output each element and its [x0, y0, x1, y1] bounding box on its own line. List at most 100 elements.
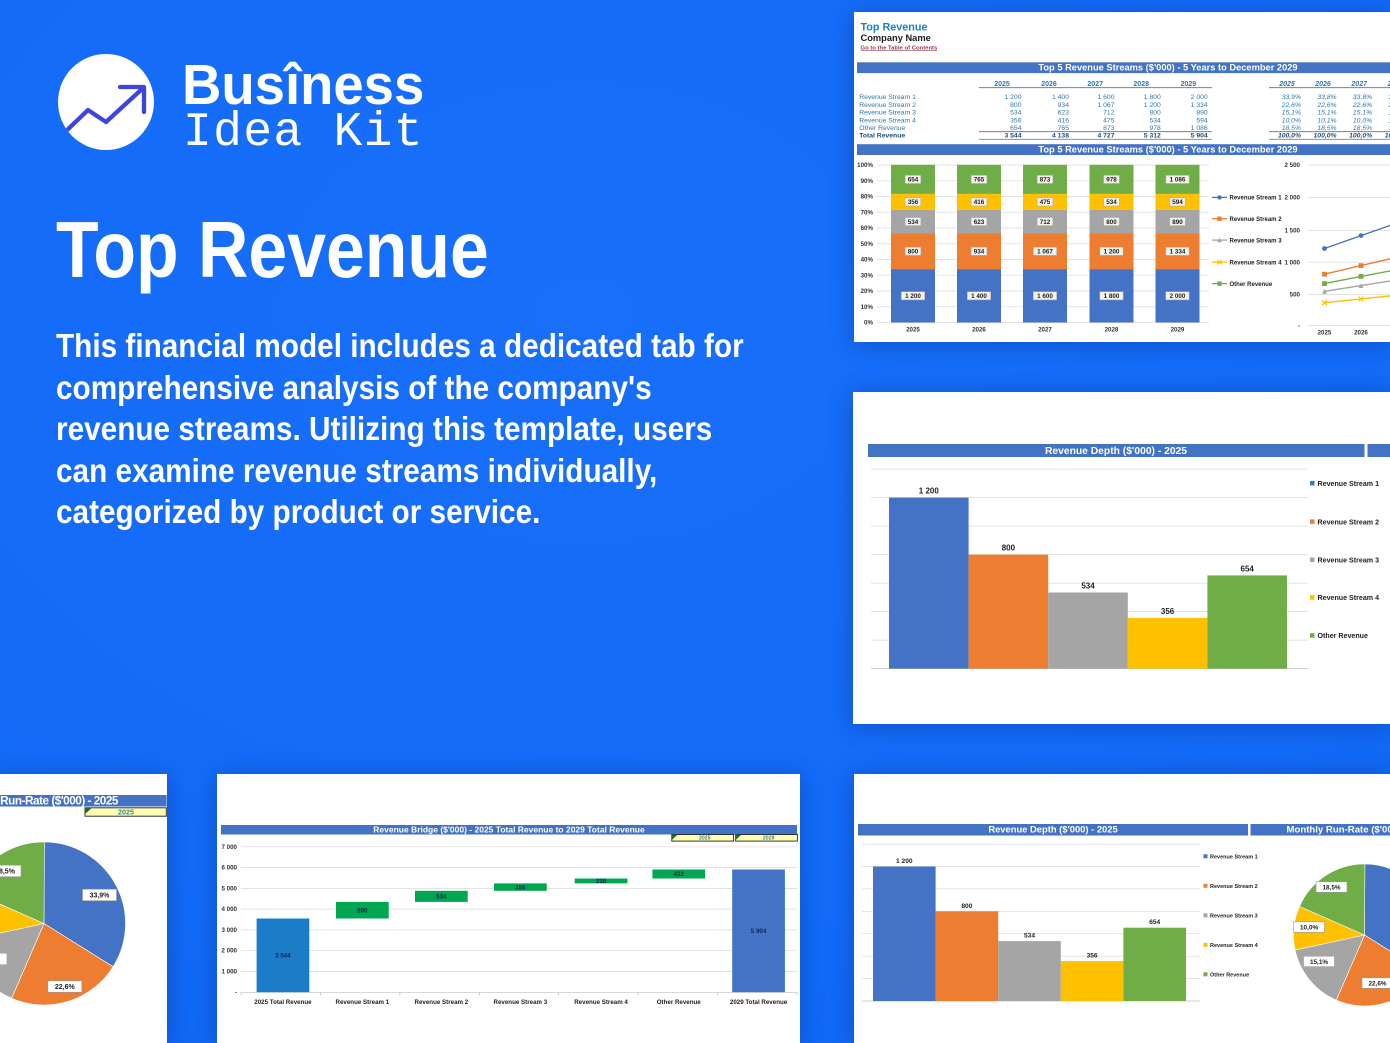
svg-text:Go to the Table of Contents: Go to the Table of Contents — [861, 45, 939, 51]
svg-text:Revenue Stream 4: Revenue Stream 4 — [859, 118, 916, 125]
svg-text:2026: 2026 — [972, 327, 986, 334]
svg-text:Revenue Stream 1: Revenue Stream 1 — [336, 999, 390, 1006]
svg-text:Revenue Stream 2: Revenue Stream 2 — [415, 999, 469, 1006]
svg-text:594: 594 — [1196, 118, 1208, 125]
svg-text:Revenue Stream 3: Revenue Stream 3 — [859, 110, 916, 117]
svg-text:15,1%: 15,1% — [1317, 110, 1336, 117]
svg-text:356: 356 — [1087, 953, 1098, 960]
svg-text:50%: 50% — [861, 241, 874, 248]
svg-text:1 200: 1 200 — [1104, 249, 1120, 256]
svg-text:2 000: 2 000 — [1191, 94, 1208, 101]
svg-text:534: 534 — [1024, 933, 1035, 940]
svg-text:934: 934 — [974, 249, 985, 256]
svg-text:890: 890 — [1196, 110, 1208, 117]
svg-text:10,0%: 10,0% — [1300, 924, 1318, 931]
svg-text:800: 800 — [1010, 102, 1022, 109]
svg-text:1 600: 1 600 — [1097, 94, 1114, 101]
svg-text:475: 475 — [1103, 118, 1115, 125]
svg-text:475: 475 — [1040, 199, 1051, 206]
svg-text:15,1%: 15,1% — [1282, 110, 1301, 117]
svg-text:15,1%: 15,1% — [1389, 110, 1390, 117]
svg-text:33,8%: 33,8% — [1389, 94, 1390, 101]
svg-text:22,6%: 22,6% — [1316, 102, 1336, 109]
svg-text:60%: 60% — [861, 225, 874, 232]
svg-text:10,1%: 10,1% — [1317, 118, 1336, 125]
svg-text:1 000: 1 000 — [1285, 259, 1301, 266]
svg-text:7 000: 7 000 — [222, 844, 238, 851]
svg-text:2026: 2026 — [1354, 330, 1368, 337]
svg-text:3 544: 3 544 — [1004, 132, 1021, 139]
svg-text:22,6%: 22,6% — [1352, 102, 1372, 109]
svg-text:18,5%: 18,5% — [0, 869, 16, 876]
svg-text:1 500: 1 500 — [1285, 228, 1301, 235]
svg-text:2027: 2027 — [1087, 81, 1103, 88]
svg-text:33,8%: 33,8% — [1353, 94, 1372, 101]
svg-text:Monthly Run-Rate ($'000) - 202: Monthly Run-Rate ($'000) - 2025 — [1287, 825, 1390, 836]
svg-text:33,9%: 33,9% — [1282, 94, 1301, 101]
svg-text:2025: 2025 — [994, 81, 1010, 88]
svg-text:4 138: 4 138 — [1052, 132, 1069, 139]
svg-text:534: 534 — [1010, 110, 1022, 117]
svg-text:Revenue Stream 2: Revenue Stream 2 — [859, 102, 916, 109]
svg-text:80%: 80% — [861, 194, 874, 201]
svg-text:Revenue Stream 3: Revenue Stream 3 — [494, 999, 548, 1006]
svg-text:10%: 10% — [861, 304, 874, 311]
svg-text:978: 978 — [1149, 125, 1161, 132]
svg-text:10,0%: 10,0% — [1282, 118, 1301, 125]
svg-text:623: 623 — [974, 219, 985, 226]
svg-text:1 000: 1 000 — [222, 969, 238, 976]
svg-text:Other Revenue: Other Revenue — [1318, 632, 1369, 640]
svg-text:Revenue Stream 3: Revenue Stream 3 — [1210, 914, 1258, 920]
svg-text:22,6%: 22,6% — [1368, 980, 1386, 987]
svg-text:3 000: 3 000 — [222, 927, 238, 934]
svg-text:2028: 2028 — [1105, 327, 1119, 334]
svg-text:Revenue Stream 4: Revenue Stream 4 — [1318, 594, 1380, 602]
svg-text:Revenue Stream 3: Revenue Stream 3 — [1230, 238, 1283, 244]
svg-text:500: 500 — [1290, 292, 1301, 299]
svg-text:800: 800 — [961, 903, 972, 910]
svg-text:800: 800 — [908, 249, 919, 256]
svg-text:Revenue Stream 4: Revenue Stream 4 — [1230, 260, 1283, 266]
svg-text:4 727: 4 727 — [1097, 132, 1114, 139]
svg-text:594: 594 — [1172, 199, 1183, 206]
svg-text:654: 654 — [908, 177, 919, 184]
svg-text:1 200: 1 200 — [1004, 94, 1021, 101]
svg-text:2027: 2027 — [1038, 327, 1052, 334]
svg-text:712: 712 — [1103, 110, 1115, 117]
svg-text:2 500: 2 500 — [1285, 162, 1301, 169]
svg-text:18,5%: 18,5% — [1317, 125, 1336, 132]
svg-text:432: 432 — [674, 871, 685, 878]
svg-text:356: 356 — [908, 199, 919, 206]
svg-text:22,6%: 22,6% — [1281, 102, 1301, 109]
svg-text:100,0%: 100,0% — [1385, 132, 1390, 139]
svg-text:33,9%: 33,9% — [90, 893, 111, 900]
svg-text:2029: 2029 — [1171, 327, 1185, 334]
svg-text:1 600: 1 600 — [1037, 293, 1053, 300]
svg-text:5 312: 5 312 — [1144, 132, 1161, 139]
svg-text:1 200: 1 200 — [905, 293, 921, 300]
svg-text:Revenue Stream 2: Revenue Stream 2 — [1210, 884, 1258, 890]
svg-text:10,1%: 10,1% — [1389, 118, 1390, 125]
svg-text:1 200: 1 200 — [1144, 102, 1161, 109]
svg-text:2025: 2025 — [699, 836, 711, 842]
svg-text:800: 800 — [1106, 219, 1117, 226]
svg-text:765: 765 — [974, 177, 985, 184]
svg-text:416: 416 — [1058, 118, 1070, 125]
svg-text:Top Revenue: Top Revenue — [861, 22, 928, 34]
svg-text:534: 534 — [1149, 118, 1161, 125]
svg-text:20%: 20% — [861, 288, 874, 295]
svg-text:873: 873 — [1103, 125, 1115, 132]
svg-text:Revenue Stream 2: Revenue Stream 2 — [1318, 518, 1380, 526]
svg-text:18,5%: 18,5% — [1322, 884, 1340, 891]
svg-text:1 400: 1 400 — [1052, 94, 1069, 101]
svg-text:Other Revenue: Other Revenue — [1230, 282, 1273, 288]
svg-text:15,1%: 15,1% — [1353, 110, 1372, 117]
svg-text:Revenue Stream 3: Revenue Stream 3 — [1318, 557, 1380, 565]
svg-text:800: 800 — [357, 907, 368, 914]
svg-text:2028: 2028 — [1387, 81, 1390, 88]
svg-text:100,0%: 100,0% — [1349, 132, 1372, 139]
svg-text:1 334: 1 334 — [1170, 249, 1186, 256]
svg-text:356: 356 — [1010, 118, 1022, 125]
svg-text:3 544: 3 544 — [275, 953, 291, 960]
svg-text:6 000: 6 000 — [222, 865, 238, 872]
